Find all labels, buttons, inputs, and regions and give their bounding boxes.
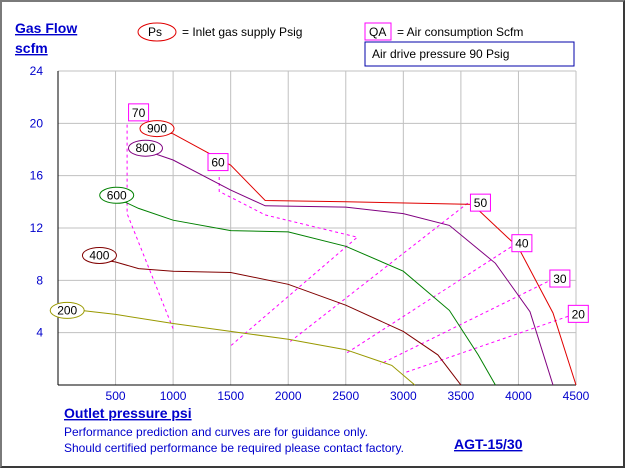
ps-label-ellipse-600 [99,186,135,204]
qa-legend-symbol [364,22,392,41]
x-tick-label-1000: 1000 [160,389,187,403]
y-tick-label-20: 20 [30,116,44,130]
x-tick-label-3000: 3000 [390,389,417,403]
ps-label-400: 400 [89,248,109,262]
ps-label-600: 600 [107,188,127,202]
ps-curve-800 [138,147,554,386]
y-tick-label-4: 4 [36,326,43,340]
qa-line-30 [380,278,554,365]
chart-title: Gas Flow [15,20,77,36]
y-tick-label-16: 16 [30,169,44,183]
ps-legend-symbol-text: Ps [148,25,162,39]
model-number: AGT-15/30 [454,436,523,452]
ps-label-ellipse-800 [127,139,163,157]
qa-legend-symbol-text: QA [369,25,386,39]
ps-label-800: 800 [135,141,155,155]
ps-label-900: 900 [147,122,167,136]
ps-curve-200 [57,307,416,386]
y-tick-label-12: 12 [30,221,44,235]
x-tick-label-4000: 4000 [505,389,532,403]
ps-label-ellipse-900 [139,120,175,138]
qa-label-50: 50 [474,196,488,210]
qa-label-30: 30 [553,272,567,286]
qa-label-box-40 [511,234,533,253]
grid-lines [58,70,577,385]
ps-legend-symbol [137,22,177,42]
disclaimer-line-1: Performance prediction and curves are fo… [64,425,368,439]
qa-label-70: 70 [132,106,146,120]
x-tick-label-1500: 1500 [217,389,244,403]
qa-label-box-20 [567,304,589,323]
qa-legend-text: = Air consumption Scfm [397,25,523,39]
qa-label-60: 60 [211,156,225,170]
x-tick-label-500: 500 [106,389,126,403]
x-tick-label-2500: 2500 [332,389,359,403]
ps-label-ellipse-400 [81,246,117,264]
qa-label-box-50 [469,193,491,212]
air-consumption-lines [126,124,574,374]
qa-line-40 [345,243,517,355]
ps-label-ellipse-200 [49,301,85,319]
x-axis-label: Outlet pressure psi [64,405,192,421]
y-tick-label-8: 8 [36,273,43,287]
drive-pressure-text: Air drive pressure 90 Psig [372,47,509,61]
qa-label-40: 40 [515,237,529,251]
x-tick-label-3500: 3500 [448,389,475,403]
qa-label-box-60 [207,153,229,172]
qa-label-20: 20 [572,307,586,321]
ps-label-200: 200 [57,303,77,317]
y-tick-label-24: 24 [30,64,44,78]
qa-line-50 [287,202,469,344]
ps-legend-text: = Inlet gas supply Psig [182,25,302,39]
x-tick-label-2000: 2000 [275,389,302,403]
axes [57,71,576,386]
ps-curve-400 [92,257,462,386]
chart-title-unit: scfm [15,40,48,56]
qa-line-20 [403,313,574,374]
tick-labels: 500 1000 1500 2000 2500 3000 3500 4000 4500 4 8 12 1… [30,64,590,403]
inlet-pressure-curves [57,128,577,386]
qa-label-box-30 [549,269,571,288]
disclaimer-line-2: Should certified performance be required… [64,441,404,455]
x-tick-label-4500: 4500 [563,389,590,403]
qa-label-box-70 [128,103,150,122]
qa-line-60 [218,177,359,347]
ps-curve-900 [149,128,577,386]
drive-pressure-box [364,41,575,67]
ps-curve-600 [113,196,496,386]
